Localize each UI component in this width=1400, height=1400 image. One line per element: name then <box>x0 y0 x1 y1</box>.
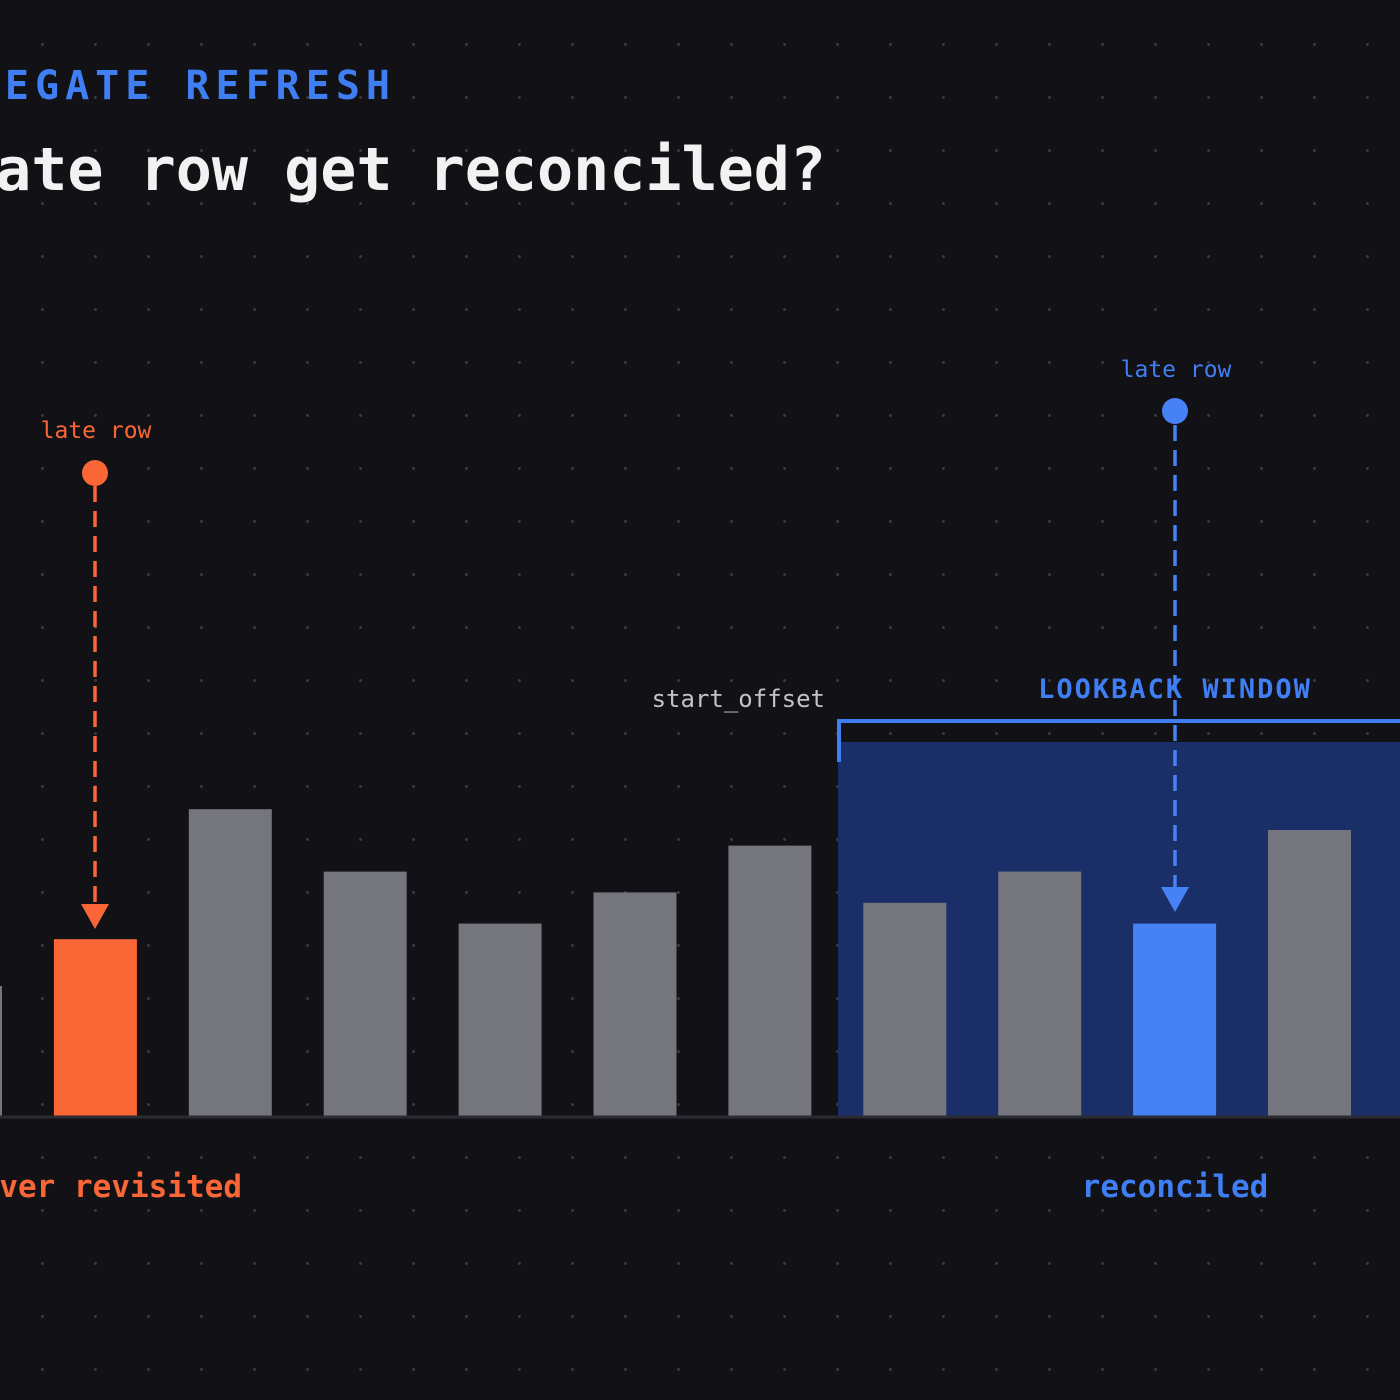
bar <box>1268 830 1351 1116</box>
right-marker-dot <box>1162 398 1188 424</box>
bar <box>323 871 407 1116</box>
bar <box>728 845 812 1116</box>
start-offset-label: start_offset <box>652 685 825 713</box>
right-arrowhead <box>1161 887 1189 912</box>
left-marker-dot <box>82 460 108 486</box>
lookback-window-label: LOOKBACK WINDOW <box>1038 674 1312 705</box>
left-arrowhead <box>81 904 109 929</box>
section-eyebrow: EGATE REFRESH <box>4 63 396 109</box>
bar <box>593 892 677 1116</box>
left-late-row-label: late row <box>41 418 152 444</box>
right-late-row-marker <box>1161 398 1189 912</box>
right-late-row-label: late row <box>1121 357 1232 383</box>
left-late-row-marker <box>81 460 109 929</box>
left-outcome-label: ver revisited <box>0 1169 242 1205</box>
bars-group <box>0 809 1351 1116</box>
headline: ate row get reconciled? <box>0 135 826 205</box>
bar <box>0 986 2 1116</box>
bar <box>188 809 272 1116</box>
bar <box>998 871 1082 1116</box>
late-row-bar-missed <box>53 939 137 1116</box>
late-row-bar-reconciled <box>1133 923 1217 1116</box>
bar <box>863 902 947 1116</box>
lookback-window-bracket <box>837 719 1400 762</box>
right-outcome-label: reconciled <box>1082 1169 1269 1205</box>
bar <box>458 923 542 1116</box>
